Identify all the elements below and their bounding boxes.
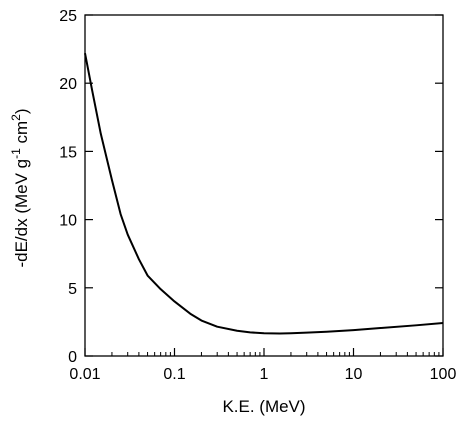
x-ticks: 0.01 0.1 1 10 100 bbox=[69, 348, 456, 383]
y-tick-label: 5 bbox=[68, 281, 77, 298]
plot-frame bbox=[84, 14, 444, 357]
y-tick-label: 10 bbox=[59, 213, 77, 230]
x-tick-label: 0.01 bbox=[69, 366, 100, 383]
y-axis-title-sup-2: 2 bbox=[9, 114, 23, 121]
series-group bbox=[84, 53, 444, 335]
x-tick-label: 100 bbox=[430, 366, 457, 383]
y-axis-title-part-1: -dE/dx (MeV g bbox=[12, 159, 31, 268]
plot-frame-group bbox=[84, 14, 444, 357]
x-tick-label: 0.1 bbox=[163, 366, 185, 383]
x-tick-label: 10 bbox=[345, 366, 363, 383]
x-axis-title: K.E. (MeV) bbox=[222, 397, 305, 416]
y-axis-title-part-2: cm bbox=[12, 121, 31, 148]
series-line-1 bbox=[84, 53, 444, 335]
y-axis-title: -dE/dx (MeV g-1 cm2) bbox=[9, 108, 31, 267]
x-tick-label: 1 bbox=[260, 366, 269, 383]
y-tick-label: 25 bbox=[59, 8, 77, 25]
y-axis-title-sup-1: -1 bbox=[9, 148, 23, 159]
y-axis-title-part-3: ) bbox=[12, 108, 31, 114]
y-tick-label: 15 bbox=[59, 144, 77, 161]
y-tick-label: 20 bbox=[59, 76, 77, 93]
y-tick-label: 0 bbox=[68, 349, 77, 366]
y-ticks: 0 5 10 15 20 25 bbox=[59, 8, 443, 366]
